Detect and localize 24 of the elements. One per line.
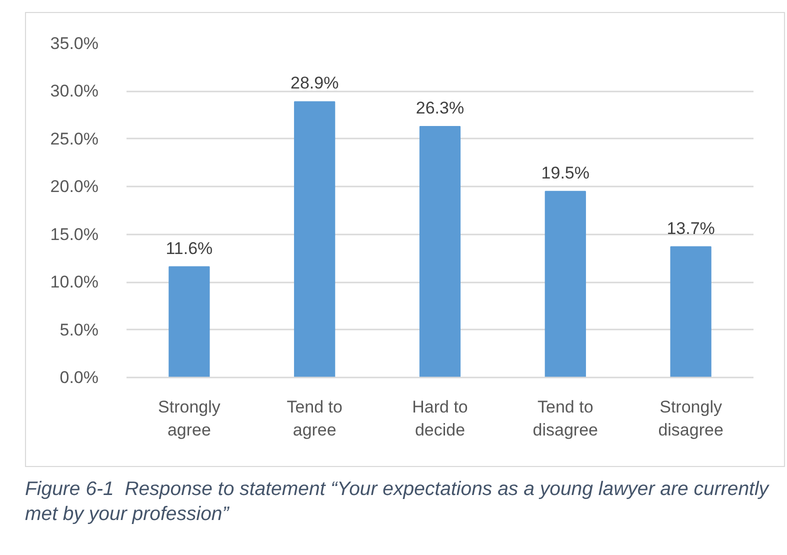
y-tick-label: 5.0% xyxy=(60,320,98,340)
y-tick-label: 20.0% xyxy=(50,177,98,196)
y-tick-label: 25.0% xyxy=(50,129,98,148)
bar xyxy=(168,266,210,378)
x-tick-label: Tend to agree xyxy=(286,398,342,440)
data-label: 28.9% xyxy=(290,74,339,93)
bar xyxy=(670,246,712,378)
caption: Figure 6-1 Response to statement “Your expectations as a young lawyer are currently met by your profession” xyxy=(25,477,770,528)
data-label: 13.7% xyxy=(666,218,715,238)
x-tick-label: Hard to decide xyxy=(412,398,468,440)
x-tick-label: Tend to disagree xyxy=(532,398,598,440)
y-tick-label: 30.0% xyxy=(50,82,98,101)
y-tick-label: 35.0% xyxy=(50,34,98,53)
y-tick-label: 0.0% xyxy=(60,368,98,387)
bar xyxy=(294,101,336,378)
y-tick-label: 15.0% xyxy=(50,224,98,244)
y-tick-label: 10.0% xyxy=(50,272,98,292)
data-label: 19.5% xyxy=(541,163,590,182)
x-tick-label: Strongly agree xyxy=(158,398,221,440)
data-label: 11.6% xyxy=(166,238,213,258)
data-label: 26.3% xyxy=(416,98,464,118)
bar xyxy=(544,190,586,378)
bar xyxy=(419,126,461,378)
x-tick-label: Strongly disagree xyxy=(658,398,724,440)
